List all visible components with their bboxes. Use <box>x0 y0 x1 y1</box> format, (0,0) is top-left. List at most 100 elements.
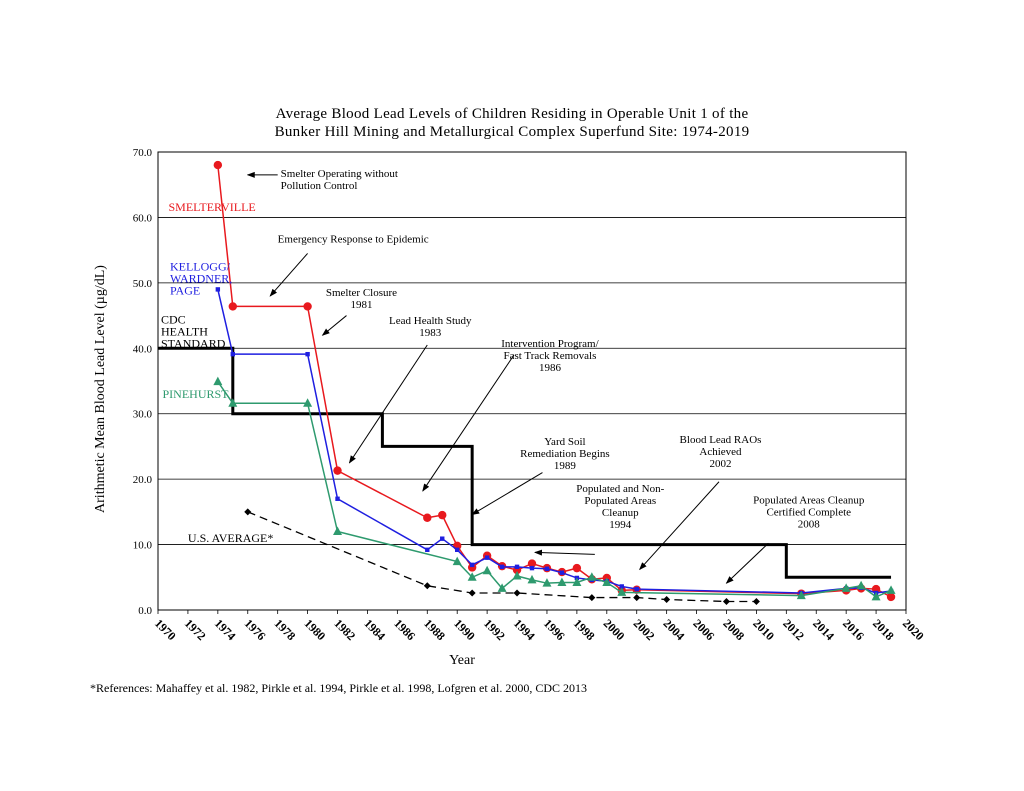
annotation-line: Pollution Control <box>281 180 358 192</box>
annotation-text: Populated Areas Cleanup Certified Complet… <box>753 494 865 530</box>
annotation-line: Certified Complete <box>766 506 851 518</box>
annotation-text: Intervention Program/Fast Track Removals… <box>501 338 599 374</box>
annotation-line: 1994 <box>609 519 632 531</box>
annotation-line: Populated Areas <box>584 495 656 507</box>
smelterville-point <box>228 302 237 311</box>
annotation-line: Smelter Operating without <box>281 168 398 180</box>
pinehurst-point <box>527 574 537 584</box>
kellogg-wardner-page-point <box>335 496 340 501</box>
annotation-line: Remediation Begins <box>520 448 610 460</box>
x-tick-label: 2014 <box>810 616 837 643</box>
pinehurst-point <box>796 590 806 600</box>
annotation-arrow <box>321 315 347 336</box>
kellogg-wardner-page-point <box>484 555 490 560</box>
kellogg-wardner-page-point <box>305 351 310 357</box>
annotation-line: Smelter Closure <box>326 287 397 299</box>
x-tick-label: 1974 <box>212 616 239 643</box>
kellogg-wardner-page-label: KELLOGG/WARDNER, PAGE <box>170 259 232 297</box>
u-s-average-point <box>722 597 730 605</box>
chart-title-line-1: Average Blood Lead Levels of Children Re… <box>275 106 749 122</box>
x-tick-label: 1990 <box>451 616 478 643</box>
u-s-average-point <box>513 589 521 597</box>
pinehurst-point <box>213 376 223 386</box>
y-axis-label: Arithmetic Mean Blood Lead Level (µg/dL) <box>93 265 108 513</box>
y-tick-label: 10.0 <box>133 540 153 552</box>
annotation-line: 1983 <box>419 327 442 339</box>
x-tick-label: 1970 <box>152 616 179 643</box>
x-tick-label: 2002 <box>631 616 658 643</box>
cdc-health-standard-label-line: HEALTH <box>161 324 208 338</box>
u-s-average-point <box>468 589 476 597</box>
series-layer <box>213 160 896 605</box>
x-tick-label: 2018 <box>870 616 897 643</box>
annotation-arrow <box>639 481 720 571</box>
kellogg-wardner-page-point <box>469 562 475 568</box>
references-footnote: *References: Mahaffey et al. 1982, Pirkl… <box>90 681 587 695</box>
smelterville-point <box>527 559 537 568</box>
annotation-text: Smelter Closure 1981 <box>326 287 397 311</box>
annotation-arrow <box>269 253 308 297</box>
u-s-average-point <box>633 594 641 602</box>
kellogg-wardner-page-line <box>217 289 892 594</box>
smelterville-label-line: SMELTERVILLE <box>168 200 255 214</box>
kellogg-wardner-page-point <box>559 570 565 575</box>
smelterville-line <box>217 165 892 598</box>
annotation-text: Smelter Operating without Pollution Contr… <box>281 168 398 192</box>
annotation-line: 1986 <box>539 362 562 374</box>
annotation-arrow <box>533 549 595 556</box>
kellogg-wardner-page-label-line: KELLOGG/ <box>170 259 231 273</box>
y-tick-label: 40.0 <box>133 343 153 355</box>
kellogg-wardner-page-point <box>544 566 550 571</box>
x-tick-label: 1988 <box>421 616 448 643</box>
kellogg-wardner-page-point <box>455 547 460 553</box>
pinehurst-point <box>856 580 866 590</box>
annotation-line: Yard Soil <box>544 436 585 448</box>
x-tick-label: 2012 <box>780 616 807 643</box>
x-tick-label: 1998 <box>571 616 598 643</box>
kellogg-wardner-page-point <box>215 287 221 292</box>
u-s-average-point <box>752 597 760 605</box>
annotation-line: Populated Areas Cleanup <box>753 494 865 506</box>
pinehurst-point <box>333 526 343 535</box>
smelterville-point <box>333 466 342 475</box>
x-tick-label: 2004 <box>661 616 688 643</box>
smelterville-point <box>423 513 432 522</box>
annotation-line: Cleanup <box>602 507 639 519</box>
pinehurst-point <box>467 572 477 581</box>
annotation-line: 2002 <box>709 458 731 470</box>
cdc-health-standard-label: CDC HEALTH STANDARD <box>161 312 226 350</box>
pinehurst-point <box>617 587 627 596</box>
smelterville-point <box>438 510 447 520</box>
kellogg-wardner-page-point <box>529 565 535 571</box>
u-s-average-point <box>423 582 431 590</box>
annotation-line: 2008 <box>798 518 821 530</box>
y-tick-label: 50.0 <box>133 278 153 290</box>
x-tick-label: 1984 <box>361 616 388 643</box>
annotation-line: 1981 <box>350 299 372 311</box>
pinehurst-point <box>303 398 313 407</box>
x-tick-label: 2010 <box>750 616 777 643</box>
annotation-arrows <box>246 171 769 584</box>
kellogg-wardner-page-point <box>634 586 639 592</box>
annotation-line: Fast Track Removals <box>503 350 596 362</box>
grid-lines <box>157 217 907 614</box>
smelterville-point <box>303 302 312 311</box>
annotation-line: Lead Health Study <box>389 315 472 327</box>
kellogg-wardner-page-point <box>619 584 624 589</box>
annotation-line: Populated and Non- <box>576 483 664 495</box>
pinehurst-point <box>886 585 896 594</box>
smelterville-point <box>213 160 223 170</box>
u-s-average-point <box>244 508 252 516</box>
y-tick-label: 70.0 <box>133 147 153 159</box>
annotation-text: Yard Soil Remediation Begins 1989 <box>520 436 610 472</box>
pinehurst-point <box>542 578 552 587</box>
u-s-average-point <box>588 594 596 602</box>
x-tick-label: 1980 <box>301 616 328 643</box>
plot-area-frame <box>157 151 907 611</box>
cdc-health-standard-line <box>158 346 892 579</box>
x-tick-label: 1994 <box>511 616 538 643</box>
x-tick-label: 1992 <box>481 616 508 643</box>
annotation-arrow <box>471 472 543 515</box>
kellogg-wardner-page-point <box>425 547 430 553</box>
